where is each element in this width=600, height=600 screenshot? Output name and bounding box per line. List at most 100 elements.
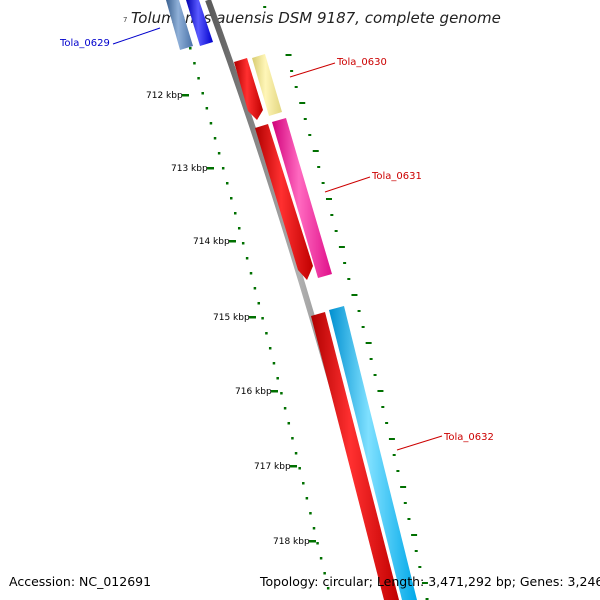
gene-tola-0630-feature bbox=[252, 54, 282, 116]
outer-minor-tick bbox=[263, 6, 267, 8]
minor-tick bbox=[209, 122, 213, 125]
tick-track bbox=[176, 2, 330, 590]
label-tola-0632: Tola_0632 bbox=[443, 432, 494, 443]
outer-minor-tick bbox=[414, 550, 418, 552]
outer-minor-tick bbox=[338, 246, 345, 248]
minor-tick bbox=[213, 137, 217, 140]
outer-minor-tick bbox=[351, 294, 358, 296]
outer-minor-tick bbox=[321, 182, 325, 184]
minor-tick bbox=[326, 587, 330, 590]
outer-minor-tick bbox=[396, 470, 400, 472]
gene-tola-0630-cds bbox=[234, 58, 263, 120]
outer-minor-tick bbox=[373, 374, 377, 376]
outer-minor-tick bbox=[347, 278, 351, 280]
gene-tola-0629-feature bbox=[186, 0, 213, 46]
minor-tick bbox=[245, 257, 249, 260]
outer-minor-tick bbox=[377, 390, 384, 392]
outer-minor-tick bbox=[357, 310, 361, 312]
outer-minor-tick bbox=[294, 86, 298, 88]
outer-minor-tick bbox=[317, 166, 321, 168]
minor-tick bbox=[316, 542, 319, 545]
outer-minor-tick bbox=[403, 502, 407, 504]
outer-minor-tick bbox=[365, 342, 372, 344]
minor-tick bbox=[265, 332, 268, 335]
outer-tick-track bbox=[263, 6, 429, 600]
minor-tick bbox=[272, 362, 276, 365]
minor-tick bbox=[249, 272, 253, 275]
outer-minor-tick bbox=[299, 102, 306, 104]
minor-tick bbox=[283, 407, 287, 410]
outer-minor-tick bbox=[308, 134, 312, 136]
outer-minor-tick bbox=[400, 486, 407, 488]
minor-tick bbox=[312, 527, 316, 530]
minor-tick bbox=[305, 497, 309, 500]
minor-tick bbox=[257, 302, 261, 305]
minor-tick bbox=[193, 62, 196, 65]
kbp-tick-label: 714 kbp bbox=[193, 237, 230, 247]
minor-tick bbox=[261, 317, 264, 320]
minor-tick bbox=[229, 197, 233, 200]
gene-tola-0629-cds bbox=[166, 0, 193, 50]
kbp-tick-label: 712 kbp bbox=[146, 91, 183, 101]
gene-tola-0632-cds bbox=[311, 312, 399, 600]
gene-tola-0629[interactable] bbox=[166, 0, 213, 50]
outer-minor-tick bbox=[385, 422, 389, 424]
outer-minor-tick bbox=[418, 566, 422, 568]
major-tick bbox=[207, 167, 214, 170]
kbp-tick-label: 717 kbp bbox=[254, 462, 291, 472]
major-tick bbox=[271, 390, 278, 393]
minor-tick bbox=[197, 77, 200, 80]
outer-minor-tick bbox=[285, 54, 292, 56]
minor-tick bbox=[221, 167, 225, 170]
minor-tick bbox=[233, 212, 237, 215]
minor-tick bbox=[298, 467, 301, 470]
title-mark: 7 bbox=[123, 16, 127, 24]
label-tola-0629: Tola_0629 bbox=[59, 38, 110, 49]
kbp-tick-label: 713 kbp bbox=[171, 164, 208, 174]
minor-tick bbox=[268, 347, 272, 350]
outer-minor-tick bbox=[407, 518, 411, 520]
outer-minor-tick bbox=[290, 70, 294, 72]
minor-tick bbox=[319, 557, 323, 560]
gene-tola-0630[interactable] bbox=[234, 54, 282, 120]
outer-minor-tick bbox=[312, 150, 319, 152]
outer-minor-tick bbox=[421, 582, 428, 584]
minor-tick bbox=[205, 107, 209, 110]
minor-tick bbox=[276, 377, 279, 380]
outer-minor-tick bbox=[411, 534, 418, 536]
outer-minor-tick bbox=[388, 438, 395, 440]
leader-tola-0629 bbox=[112, 27, 161, 45]
kbp-tick-label: 715 kbp bbox=[213, 313, 250, 323]
outer-minor-tick bbox=[343, 262, 347, 264]
accession-text: Accession: NC_012691 bbox=[9, 574, 151, 589]
kbp-tick-label: 718 kbp bbox=[273, 537, 310, 547]
minor-tick bbox=[241, 242, 245, 245]
kbp-ticks: 712 kbp 713 kbp 714 kbp 715 kbp 716 kbp 717 k… bbox=[146, 91, 316, 547]
outer-minor-tick bbox=[392, 454, 396, 456]
minor-tick bbox=[280, 392, 283, 395]
major-tick bbox=[182, 94, 189, 97]
minor-tick bbox=[189, 47, 192, 50]
minor-tick bbox=[225, 182, 229, 185]
major-tick bbox=[309, 540, 316, 543]
outer-minor-tick bbox=[325, 198, 332, 200]
major-tick bbox=[229, 240, 236, 243]
minor-tick bbox=[237, 227, 241, 230]
gene-tola-0632-feature bbox=[329, 306, 417, 600]
leader-tola-0631 bbox=[324, 176, 371, 193]
minor-tick bbox=[294, 452, 298, 455]
minor-tick bbox=[309, 512, 312, 515]
kbp-tick-label: 716 kbp bbox=[235, 387, 272, 397]
leader-tola-0632 bbox=[396, 435, 443, 451]
outer-minor-tick bbox=[425, 598, 429, 600]
gene-tola-0631[interactable] bbox=[255, 118, 332, 280]
minor-tick bbox=[201, 92, 204, 95]
gene-tola-0631-feature bbox=[272, 118, 332, 278]
map-title: Tolumonas auensis DSM 9187, complete gen… bbox=[131, 9, 501, 27]
label-tola-0631: Tola_0631 bbox=[371, 171, 422, 182]
leader-tola-0630 bbox=[289, 62, 336, 78]
gene-tola-0632[interactable] bbox=[311, 306, 417, 600]
outer-minor-tick bbox=[381, 406, 385, 408]
outer-minor-tick bbox=[334, 230, 338, 232]
